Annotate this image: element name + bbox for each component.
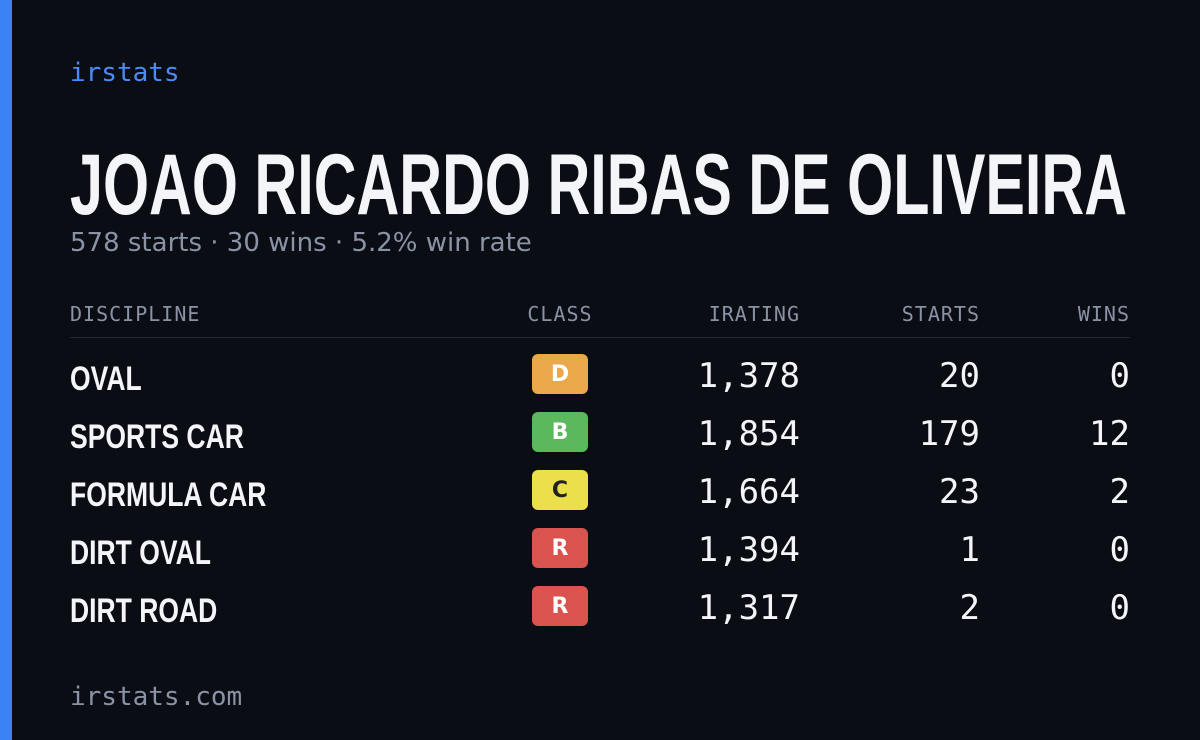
class-badge: C — [532, 470, 588, 510]
starts: 23 — [939, 472, 980, 512]
driver-name-box: JOAO RICARDO RIBAS DE OLIVEIRA — [70, 138, 1127, 228]
discipline: SPORTS CAR — [70, 418, 244, 456]
starts: 179 — [918, 414, 980, 454]
column-header: WINS — [1077, 302, 1130, 326]
header-rule — [70, 337, 1130, 338]
wins: 0 — [1109, 530, 1130, 570]
irating: 1,394 — [697, 530, 800, 570]
column-header: DISCIPLINE — [70, 302, 201, 326]
discipline: OVAL — [70, 360, 142, 398]
irating: 1,664 — [697, 472, 800, 512]
column-header: CLASS — [527, 302, 593, 326]
class-badge: D — [532, 354, 588, 394]
starts: 2 — [959, 588, 980, 628]
discipline: DIRT OVAL — [70, 534, 211, 572]
wins: 0 — [1109, 356, 1130, 396]
class-badge: B — [532, 412, 588, 452]
class-badge: R — [532, 528, 588, 568]
discipline: DIRT ROAD — [70, 592, 218, 630]
footer: irstats.com — [70, 682, 243, 712]
driver-name: JOAO RICARDO RIBAS DE OLIVEIRA — [70, 138, 1127, 228]
irating: 1,378 — [697, 356, 800, 396]
irating: 1,854 — [697, 414, 800, 454]
discipline: FORMULA CAR — [70, 476, 267, 514]
column-header: STARTS — [901, 302, 980, 326]
starts: 1 — [959, 530, 980, 570]
wins: 0 — [1109, 588, 1130, 628]
driver-summary: 578 starts · 30 wins · 5.2% win rate — [70, 228, 532, 258]
wins: 12 — [1089, 414, 1130, 454]
wins: 2 — [1109, 472, 1130, 512]
accent-bar — [0, 0, 12, 740]
class-badge: R — [532, 586, 588, 626]
irating: 1,317 — [697, 588, 800, 628]
column-header: IRATING — [708, 302, 800, 326]
brand: irstats — [70, 58, 180, 88]
starts: 20 — [939, 356, 980, 396]
